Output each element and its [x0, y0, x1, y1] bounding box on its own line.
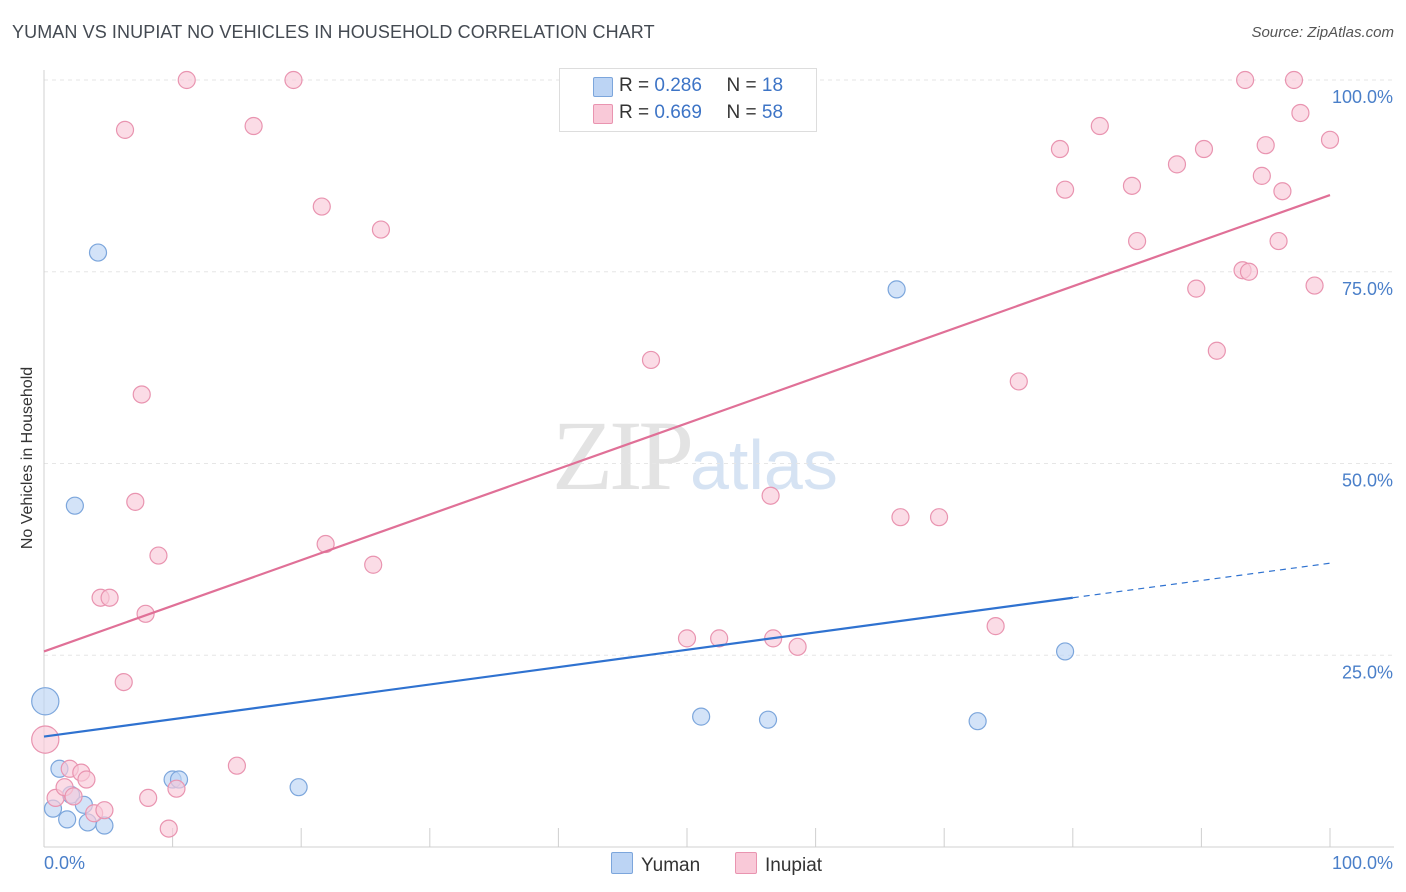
yuman-point — [692, 707, 711, 726]
inupiat-point — [1239, 262, 1259, 281]
yuman-point — [968, 712, 987, 731]
inupiat-point — [1194, 139, 1214, 159]
inupiat-point — [177, 70, 196, 90]
inupiat-point — [761, 486, 780, 505]
inupiat-point — [1009, 372, 1028, 391]
y-tick-label: 25.0% — [1342, 662, 1393, 682]
inupiat-point — [284, 70, 303, 90]
grid-lines — [44, 79, 1394, 656]
inupiat-point — [1207, 341, 1226, 360]
inupiat-point — [1167, 155, 1187, 174]
inupiat-point — [115, 120, 135, 139]
inupiat-point — [312, 197, 331, 216]
axes — [43, 70, 1394, 848]
inupiat-point — [1252, 166, 1271, 185]
inupiat-point — [126, 492, 145, 511]
legend-r-value: 0.286 — [654, 75, 702, 96]
legend-r-value: 0.669 — [654, 102, 702, 123]
yuman-point — [31, 687, 60, 716]
inupiat-point — [986, 617, 1005, 636]
watermark-zip: ZIP — [552, 400, 694, 511]
inupiat-point — [1269, 231, 1288, 251]
inupiat-trend-line — [43, 194, 1331, 653]
inupiat-point — [132, 385, 151, 404]
inupiat-point — [1050, 139, 1070, 159]
inupiat-point — [1055, 180, 1075, 199]
legend-r-label: R = — [619, 102, 650, 123]
legend-swatch-yuman — [593, 77, 613, 97]
legend-r-label: R = — [619, 75, 650, 96]
inupiat-point — [1320, 130, 1340, 149]
inupiat-point — [64, 787, 83, 806]
legend-n-label: N = — [726, 102, 757, 123]
data-points — [31, 70, 1340, 838]
yuman-point — [65, 496, 84, 515]
inupiat-point — [95, 801, 114, 820]
inupiat-point — [371, 220, 391, 239]
chart-title: YUMAN VS INUPIAT NO VEHICLES IN HOUSEHOL… — [12, 22, 655, 42]
inupiat-point — [1127, 231, 1147, 251]
inupiat-point — [1122, 176, 1142, 195]
yuman-label: Yuman — [641, 855, 701, 876]
yuman-point — [887, 280, 906, 299]
inupiat-point — [1256, 136, 1275, 155]
legend-n-value: 58 — [761, 102, 784, 123]
inupiat-point — [641, 350, 661, 370]
inupiat-point — [31, 725, 60, 754]
inupiat-point — [100, 588, 119, 607]
bottom-legend-yuman: Yuman — [611, 852, 700, 876]
inupiat-point — [891, 508, 910, 527]
inupiat-point — [149, 546, 168, 565]
yuman-point — [58, 810, 77, 829]
inupiat-point — [677, 629, 697, 648]
tick-labels: 25.0% 50.0% 75.0% 100.0% 0.0% 100.0% — [44, 87, 1393, 873]
yuman-trend-line — [43, 596, 1073, 738]
legend-n-label: N = — [726, 75, 757, 96]
y-tick-label: 50.0% — [1342, 471, 1393, 491]
yuman-point — [1055, 642, 1075, 661]
inupiat-point — [1273, 182, 1292, 201]
inupiat-point — [1090, 116, 1109, 136]
yuman-point — [289, 778, 308, 797]
yuman-point — [758, 710, 778, 729]
inupiat-point — [114, 672, 133, 692]
inupiat-point — [929, 508, 949, 527]
legend-swatch-inupiat — [593, 104, 613, 124]
inupiat-point — [1305, 276, 1324, 295]
y-tick-label: 75.0% — [1342, 279, 1393, 299]
inupiat-label: Inupiat — [765, 855, 823, 876]
x-tick-label: 100.0% — [1332, 853, 1393, 873]
inupiat-point — [1291, 103, 1310, 123]
inupiat-point — [1284, 70, 1304, 90]
source-label: Source: ZipAtlas.com — [1251, 24, 1394, 41]
bottom-legend-inupiat: Inupiat — [735, 852, 822, 876]
inupiat-point — [167, 779, 186, 798]
trend-lines — [43, 194, 1331, 738]
inupiat-swatch — [735, 852, 757, 874]
x-tick-label: 0.0% — [44, 853, 85, 873]
inupiat-point — [77, 770, 96, 789]
legend-n-value: 18 — [761, 75, 784, 96]
inupiat-point — [1187, 279, 1206, 298]
inupiat-point — [139, 788, 158, 808]
inupiat-point — [227, 756, 246, 775]
inupiat-point — [1236, 70, 1255, 90]
yuman-trend-extension — [1072, 562, 1331, 599]
yuman-swatch — [611, 852, 633, 874]
legend-row-yuman: R = 0.286 N = 18 — [593, 75, 784, 99]
inupiat-point — [364, 555, 383, 574]
watermark: ZIPatlas — [552, 398, 838, 513]
inupiat-point — [159, 819, 178, 838]
y-tick-label: 100.0% — [1332, 87, 1393, 107]
yuman-point — [88, 243, 108, 262]
inupiat-point — [710, 629, 729, 648]
correlation-legend: R = 0.286 N = 18 R = 0.669 N = 58 — [559, 68, 817, 132]
inupiat-point — [136, 604, 155, 623]
inupiat-point — [244, 116, 263, 136]
legend-row-inupiat: R = 0.669 N = 58 — [593, 102, 784, 126]
inupiat-point — [788, 637, 807, 656]
